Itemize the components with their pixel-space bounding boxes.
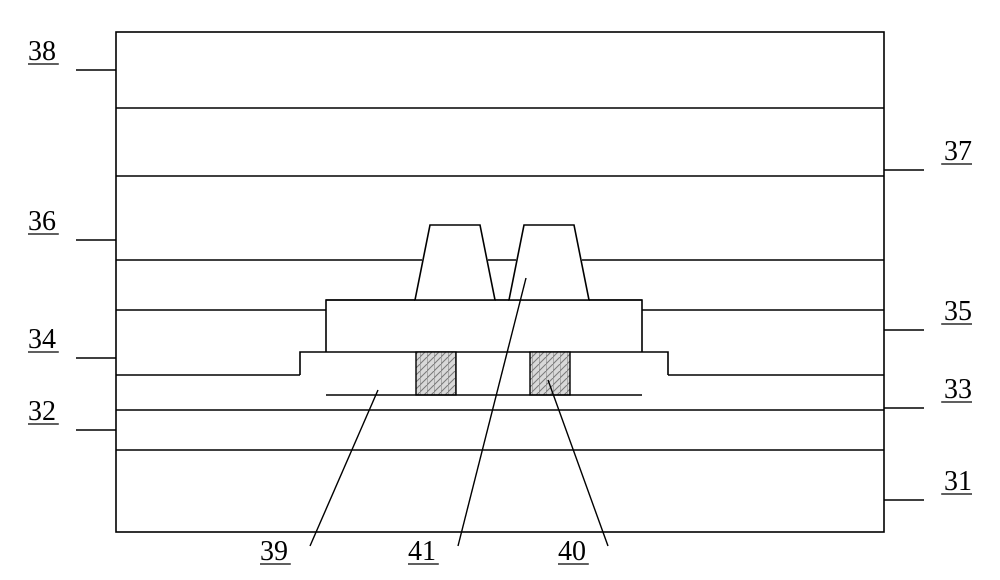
pad-left [416,352,456,395]
ref-label: 41 [408,536,436,567]
ref-label: 38 [28,36,56,67]
fin-left [415,225,495,300]
ref-label: 39 [260,536,288,567]
fin-right [509,225,589,300]
ref-label: 40 [558,536,586,567]
ref-label: 35 [944,296,972,327]
ref-label: 32 [28,396,56,427]
ref-label: 33 [944,374,972,405]
ref-label: 31 [944,466,972,497]
diagram: 38 36 34 32 37 35 33 31 39 41 40 [28,32,972,567]
ref-label: 37 [944,136,972,167]
outer-box [116,32,884,532]
ref-label: 36 [28,206,56,237]
ref-label: 34 [28,324,56,355]
pad-right [530,352,570,395]
